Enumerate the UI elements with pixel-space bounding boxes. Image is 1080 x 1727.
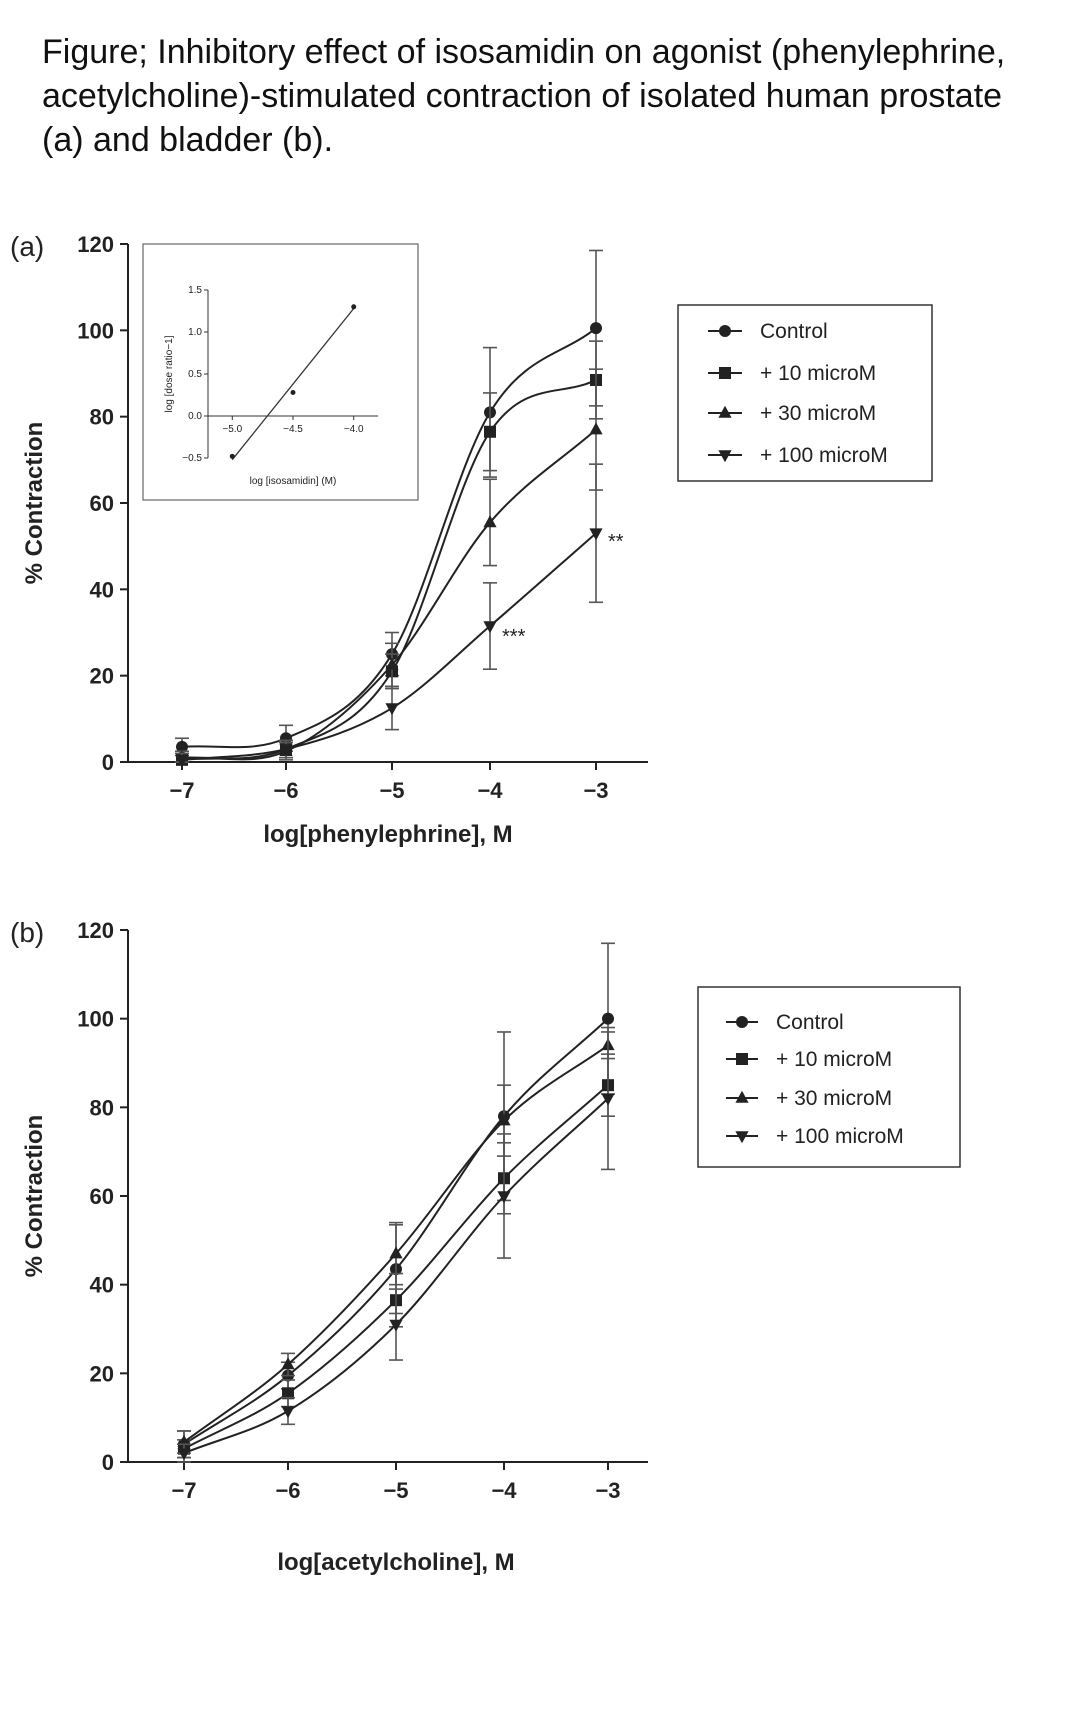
inset-y-tick-label: 1.0 <box>188 327 202 338</box>
series-3 <box>175 463 603 768</box>
inset-data-point <box>229 453 235 459</box>
inset-box <box>142 243 419 501</box>
inset-data-point <box>351 304 357 310</box>
y-tick-label: 100 <box>77 1007 114 1032</box>
x-tick-label: −4 <box>491 1478 517 1503</box>
inset-y-tick-label: 0.5 <box>188 369 202 380</box>
y-tick-label: 80 <box>90 1095 114 1120</box>
legend-entry: + 10 microM <box>776 1048 892 1071</box>
data-point <box>483 515 497 528</box>
legend-marker <box>735 1131 749 1144</box>
data-point <box>497 1191 511 1204</box>
data-point <box>385 657 399 670</box>
legend-entry: + 100 microM <box>776 1125 904 1148</box>
data-point <box>176 740 188 753</box>
page-title: Figure; Inhibitory effect of isosamidin … <box>42 33 1006 159</box>
panel-label: (b) <box>10 917 44 948</box>
inset-x-tick-label: −5.0 <box>222 424 242 435</box>
legend-entry: + 30 microM <box>760 402 876 425</box>
inset-x-tick-label: −4.0 <box>344 424 364 435</box>
inset-fit-line <box>231 308 355 461</box>
inset-x-title: log [isosamidin] (M) <box>250 476 337 487</box>
x-tick-label: −5 <box>379 778 404 803</box>
legend-marker <box>735 1090 749 1103</box>
legend-marker <box>719 325 731 337</box>
data-point <box>175 755 189 768</box>
data-point <box>483 621 497 634</box>
data-point <box>497 1113 511 1126</box>
y-tick-label: 60 <box>90 1184 114 1209</box>
series-line <box>181 327 597 749</box>
y-tick-label: 20 <box>90 664 114 689</box>
data-point <box>281 1357 295 1370</box>
legend-marker <box>718 405 732 418</box>
x-axis-title: log[acetylcholine], M <box>277 1549 514 1576</box>
inset-data-point <box>290 389 296 395</box>
inset-y-tick-label: 0.0 <box>188 411 202 422</box>
y-tick-label: 0 <box>102 750 114 775</box>
x-axis-title: log[phenylephrine], M <box>263 821 512 848</box>
y-tick-label: 100 <box>77 318 114 343</box>
x-tick-label: −4 <box>477 778 503 803</box>
data-point <box>602 1012 614 1025</box>
x-tick-label: −6 <box>273 778 298 803</box>
data-point <box>279 744 293 757</box>
inset-y-tick-label: −0.5 <box>182 453 202 464</box>
legend-marker <box>736 1016 748 1028</box>
legend-marker <box>736 1053 748 1065</box>
data-point <box>177 1448 191 1461</box>
x-tick-label: −7 <box>169 778 194 803</box>
legend-entry: Control <box>760 320 828 343</box>
data-point <box>282 1387 294 1400</box>
legend-marker <box>718 450 732 463</box>
data-point <box>389 1319 403 1332</box>
x-tick-label: −5 <box>383 1478 408 1503</box>
legend-entry: Control <box>776 1011 844 1034</box>
x-tick-label: −3 <box>595 1478 620 1503</box>
panel-label: (a) <box>10 231 44 262</box>
significance-label: ** <box>608 531 624 553</box>
data-point <box>590 322 602 335</box>
y-tick-label: 120 <box>77 232 114 257</box>
y-axis-title: % Contraction <box>21 422 48 585</box>
legend-entry: + 30 microM <box>776 1087 892 1110</box>
significance-label: *** <box>502 626 526 648</box>
y-tick-label: 20 <box>90 1361 114 1386</box>
data-point <box>589 528 603 541</box>
data-point <box>280 732 292 745</box>
x-tick-label: −3 <box>583 778 608 803</box>
y-axis-title: % Contraction <box>21 1115 48 1278</box>
data-point <box>484 425 496 438</box>
y-tick-label: 40 <box>90 577 114 602</box>
series-0 <box>177 942 615 1459</box>
series-3 <box>177 1026 615 1463</box>
y-tick-label: 0 <box>102 1450 114 1475</box>
data-point <box>601 1093 615 1106</box>
inset-y-title: log [dose ratio−1] <box>164 335 175 412</box>
y-tick-label: 40 <box>90 1273 114 1298</box>
chart-panel-a: (a) 0 20 40 60 80 100 120 −7 −6 −5 −4 −3 log[phenylep… <box>10 231 933 848</box>
y-tick-label: 120 <box>77 918 114 943</box>
inset-y-tick-label: 1.5 <box>188 285 202 296</box>
legend-entry: + 10 microM <box>760 362 876 385</box>
series-line <box>181 428 597 761</box>
data-point <box>389 1246 403 1259</box>
x-tick-label: −7 <box>171 1478 196 1503</box>
inset-x-tick-label: −4.5 <box>283 424 303 435</box>
legend-marker <box>719 367 731 379</box>
data-point <box>281 1406 295 1419</box>
x-tick-label: −6 <box>275 1478 300 1503</box>
chart-panel-b: (b) 0 20 40 60 80 100 120 −7 −6 −5 −4 −3 log[acetylch… <box>10 917 961 1576</box>
y-tick-label: 60 <box>90 491 114 516</box>
data-point <box>589 422 603 435</box>
y-tick-label: 80 <box>90 405 114 430</box>
series-line <box>181 532 597 761</box>
data-point <box>385 703 399 716</box>
series-2 <box>177 1031 615 1454</box>
legend-entry: + 100 microM <box>760 444 888 467</box>
inset-chart: −0.5 0.0 0.5 1.0 1.5 −5.0 −4.5 −4.0 log [isosami… <box>142 243 419 501</box>
